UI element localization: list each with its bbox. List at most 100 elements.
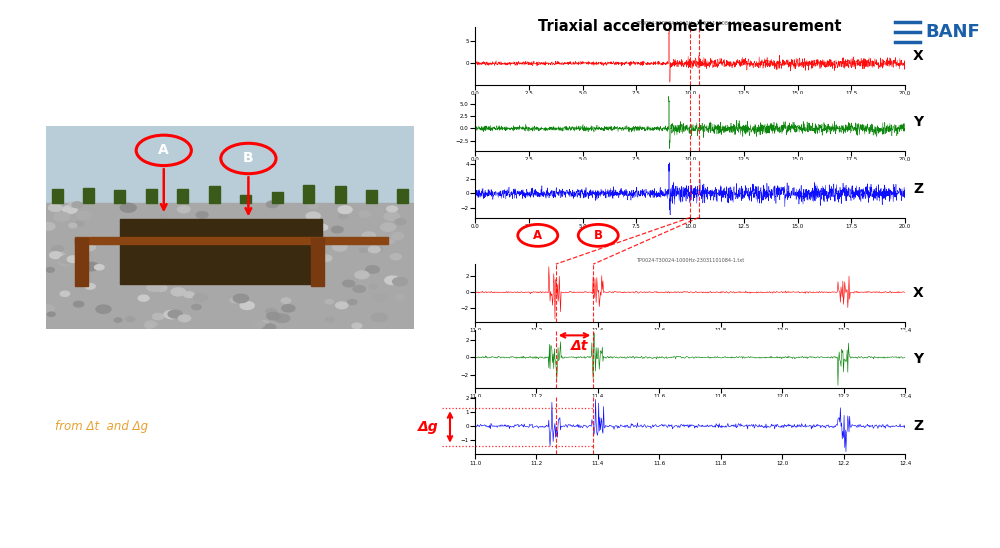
Circle shape: [171, 288, 186, 296]
Circle shape: [369, 284, 378, 289]
Bar: [75, 237, 388, 244]
Circle shape: [135, 242, 147, 249]
Circle shape: [338, 206, 352, 214]
Circle shape: [164, 310, 179, 319]
Circle shape: [263, 324, 276, 332]
Circle shape: [339, 214, 347, 219]
Circle shape: [138, 295, 149, 301]
Circle shape: [221, 266, 233, 272]
Circle shape: [54, 212, 70, 221]
Circle shape: [183, 244, 195, 252]
Circle shape: [145, 321, 157, 327]
Circle shape: [69, 223, 77, 228]
Bar: [397, 189, 408, 203]
Text: Z: Z: [913, 182, 923, 196]
Circle shape: [266, 309, 276, 314]
Circle shape: [357, 238, 365, 243]
Circle shape: [60, 255, 75, 264]
Circle shape: [391, 232, 404, 239]
Circle shape: [59, 259, 72, 266]
Bar: [146, 189, 157, 203]
Circle shape: [352, 323, 362, 329]
Circle shape: [395, 219, 406, 225]
Circle shape: [44, 262, 53, 267]
Circle shape: [368, 246, 380, 253]
Text: A: A: [158, 144, 169, 157]
Circle shape: [41, 222, 55, 230]
Circle shape: [266, 201, 278, 208]
Text: Triaxial accelerometer measurement: Triaxial accelerometer measurement: [538, 19, 842, 34]
Bar: [46, 203, 414, 329]
Circle shape: [135, 242, 147, 249]
Circle shape: [317, 224, 328, 230]
Circle shape: [158, 231, 173, 239]
Text: 80 X 60 X 5 Cm (L X W X D): 80 X 60 X 5 Cm (L X W X D): [128, 371, 332, 384]
Text: A: A: [533, 229, 542, 242]
Circle shape: [76, 240, 86, 246]
Bar: [114, 190, 125, 203]
Circle shape: [240, 301, 254, 310]
Circle shape: [175, 246, 187, 253]
Circle shape: [153, 260, 163, 266]
Circle shape: [176, 246, 191, 254]
Circle shape: [281, 298, 291, 303]
Circle shape: [83, 262, 99, 271]
Title: TP0024-T30024-1000Hz-23031101084-1.txt: TP0024-T30024-1000Hz-23031101084-1.txt: [636, 21, 744, 26]
Text: Y: Y: [913, 352, 923, 366]
Bar: [366, 190, 377, 203]
Circle shape: [386, 239, 395, 243]
Circle shape: [243, 236, 253, 242]
Circle shape: [385, 276, 400, 284]
Circle shape: [260, 321, 268, 326]
Circle shape: [189, 249, 197, 254]
Bar: [46, 126, 414, 203]
Circle shape: [233, 294, 249, 302]
Circle shape: [371, 313, 387, 322]
Circle shape: [95, 265, 104, 270]
Bar: [177, 189, 188, 203]
Text: B: B: [243, 151, 254, 165]
Circle shape: [208, 227, 220, 233]
Circle shape: [142, 256, 157, 265]
Circle shape: [44, 208, 60, 216]
Bar: [335, 186, 346, 203]
Circle shape: [353, 286, 365, 292]
Circle shape: [96, 305, 111, 313]
Circle shape: [336, 302, 348, 309]
Circle shape: [373, 294, 387, 301]
Text: Δg: Δg: [418, 420, 438, 434]
Bar: [240, 195, 251, 203]
Circle shape: [85, 283, 95, 289]
Text: Δt: Δt: [571, 339, 588, 353]
Circle shape: [275, 314, 290, 322]
Circle shape: [395, 294, 405, 300]
Circle shape: [308, 203, 318, 209]
Circle shape: [282, 305, 295, 312]
Circle shape: [372, 247, 383, 252]
Bar: [83, 188, 94, 203]
Circle shape: [83, 244, 96, 250]
Circle shape: [175, 227, 191, 236]
Circle shape: [82, 237, 97, 246]
Text: Pothole Detection: Pothole Detection: [28, 36, 282, 60]
Circle shape: [184, 292, 194, 298]
Text: Pothole on the load: Pothole on the load: [156, 338, 304, 351]
Text: •  Length of the potholes: 80.5 cm: • Length of the potholes: 80.5 cm: [46, 453, 249, 466]
Circle shape: [122, 271, 137, 279]
Circle shape: [50, 252, 62, 259]
Circle shape: [259, 236, 275, 244]
Circle shape: [120, 203, 136, 212]
Circle shape: [46, 267, 54, 272]
Circle shape: [41, 305, 55, 312]
Circle shape: [52, 246, 63, 252]
Circle shape: [193, 294, 207, 301]
Circle shape: [325, 299, 333, 304]
Circle shape: [72, 202, 83, 208]
Circle shape: [148, 253, 155, 256]
Circle shape: [69, 202, 78, 207]
Circle shape: [57, 253, 65, 256]
Text: B: B: [594, 229, 603, 242]
Circle shape: [393, 277, 408, 286]
Circle shape: [359, 211, 371, 217]
Circle shape: [126, 317, 135, 322]
